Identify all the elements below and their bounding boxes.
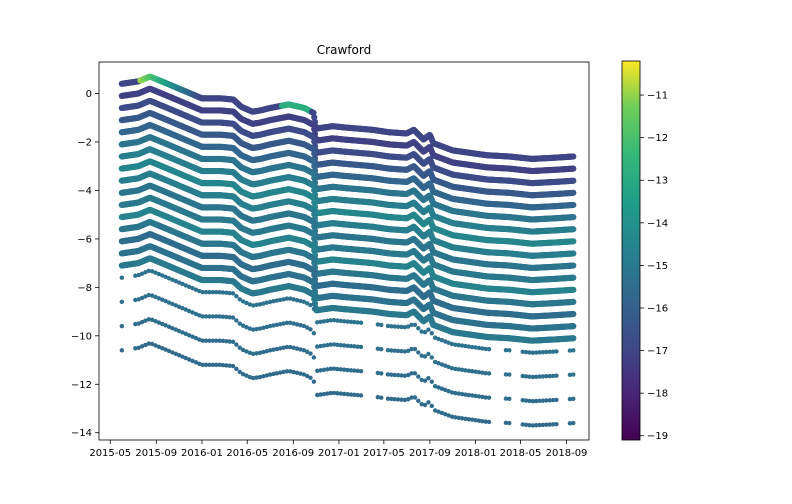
plot-area: 2015-05 2015-09 2016-01 2016-05 2016-09 2017-… <box>71 61 590 459</box>
data-point <box>570 189 577 196</box>
data-point <box>570 153 577 160</box>
data-point <box>570 201 577 209</box>
data-point <box>570 165 577 172</box>
data-point <box>570 214 577 221</box>
data-point <box>570 177 577 184</box>
data-point <box>570 238 577 245</box>
chart-title: Crawford <box>317 43 371 57</box>
data-point <box>570 226 577 233</box>
data-points-layer <box>118 73 577 428</box>
